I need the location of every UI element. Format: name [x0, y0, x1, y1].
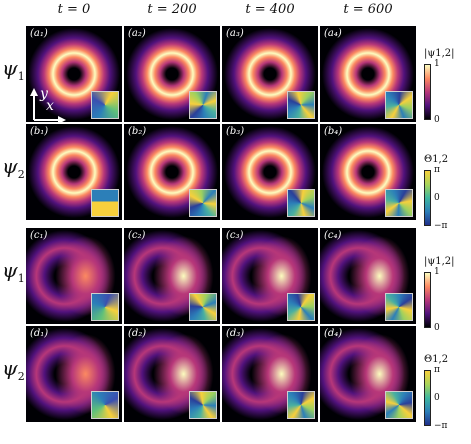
- axis-label-x: x: [46, 98, 54, 114]
- colorbar-title-3: |ψ1,2|: [424, 256, 455, 267]
- panel-label-c4: (c₄): [324, 230, 342, 241]
- panel-label-a4: (a₄): [324, 28, 342, 39]
- panel-d3: (d₃): [222, 326, 318, 422]
- axis-label-y: y: [40, 86, 48, 102]
- phase-inset: [287, 391, 315, 419]
- panel-a2: (a₂): [124, 26, 220, 122]
- colorbar-tick: π: [434, 365, 440, 375]
- panel-b4: (b₄): [320, 124, 416, 220]
- panel-a4: (a₄): [320, 26, 416, 122]
- panel-label-d2: (d₂): [128, 328, 147, 339]
- panel-c3: (c₃): [222, 228, 318, 324]
- panel-a1: (a₁): [26, 26, 122, 122]
- panel-c2: (c₂): [124, 228, 220, 324]
- colorbar-1: [424, 64, 431, 120]
- panel-label-d3: (d₃): [226, 328, 245, 339]
- phase-inset: [189, 189, 217, 217]
- panel-label-a2: (a₂): [128, 28, 146, 39]
- panel-b3: (b₃): [222, 124, 318, 220]
- panel-label-a1: (a₁): [30, 28, 48, 39]
- column-header-2: t = 200: [147, 2, 197, 17]
- colorbar-tick: 0: [434, 323, 440, 333]
- panel-c4: (c₄): [320, 228, 416, 324]
- phase-inset: [91, 293, 119, 321]
- panel-d1: (d₁): [26, 326, 122, 422]
- phase-inset: [189, 391, 217, 419]
- panel-label-b4: (b₄): [324, 126, 343, 137]
- axes-arrow-icon: [30, 88, 66, 124]
- panel-label-b3: (b₃): [226, 126, 245, 137]
- row-label-c: ψ1: [2, 258, 25, 285]
- panel-label-b2: (b₂): [128, 126, 147, 137]
- phase-inset: [385, 293, 413, 321]
- panel-b2: (b₂): [124, 124, 220, 220]
- panel-b1: (b₁): [26, 124, 122, 220]
- panel-label-c1: (c₁): [30, 230, 48, 241]
- phase-inset: [287, 91, 315, 119]
- colorbar-tick: −π: [434, 221, 448, 231]
- colorbar-tick: 0: [434, 393, 440, 403]
- panel-label-d4: (d₄): [324, 328, 343, 339]
- panel-d2: (d₂): [124, 326, 220, 422]
- panel-label-b1: (b₁): [30, 126, 49, 137]
- column-header-4: t = 600: [343, 2, 393, 17]
- row-label-d: ψ2: [2, 356, 25, 383]
- colorbar-title-1: |ψ1,2|: [424, 48, 455, 59]
- column-header-3: t = 400: [245, 2, 295, 17]
- panel-d4: (d₄): [320, 326, 416, 422]
- colorbar-tick: 1: [434, 267, 440, 277]
- colorbar-3: [424, 272, 431, 328]
- phase-inset: [287, 189, 315, 217]
- phase-inset: [189, 91, 217, 119]
- phase-inset: [189, 293, 217, 321]
- panel-label-c3: (c₃): [226, 230, 244, 241]
- colorbar-title-4: Θ1,2: [424, 354, 449, 365]
- colorbar-tick: 0: [434, 115, 440, 125]
- phase-inset: [91, 189, 119, 217]
- row-label-b: ψ2: [2, 154, 25, 181]
- colorbar-tick: π: [434, 165, 440, 175]
- panel-c1: (c₁): [26, 228, 122, 324]
- panel-a3: (a₃): [222, 26, 318, 122]
- phase-inset: [385, 391, 413, 419]
- row-label-a: ψ1: [2, 56, 25, 83]
- colorbar-2: [424, 170, 431, 226]
- colorbar-4: [424, 370, 431, 426]
- colorbar-title-2: Θ1,2: [424, 154, 449, 165]
- phase-inset: [385, 91, 413, 119]
- phase-inset: [91, 91, 119, 119]
- phase-inset: [385, 189, 413, 217]
- panel-label-a3: (a₃): [226, 28, 244, 39]
- column-header-1: t = 0: [57, 2, 91, 17]
- colorbar-tick: 0: [434, 193, 440, 203]
- panel-label-d1: (d₁): [30, 328, 49, 339]
- phase-inset: [287, 293, 315, 321]
- phase-inset: [91, 391, 119, 419]
- panel-label-c2: (c₂): [128, 230, 146, 241]
- colorbar-tick: −π: [434, 421, 448, 431]
- colorbar-tick: 1: [434, 59, 440, 69]
